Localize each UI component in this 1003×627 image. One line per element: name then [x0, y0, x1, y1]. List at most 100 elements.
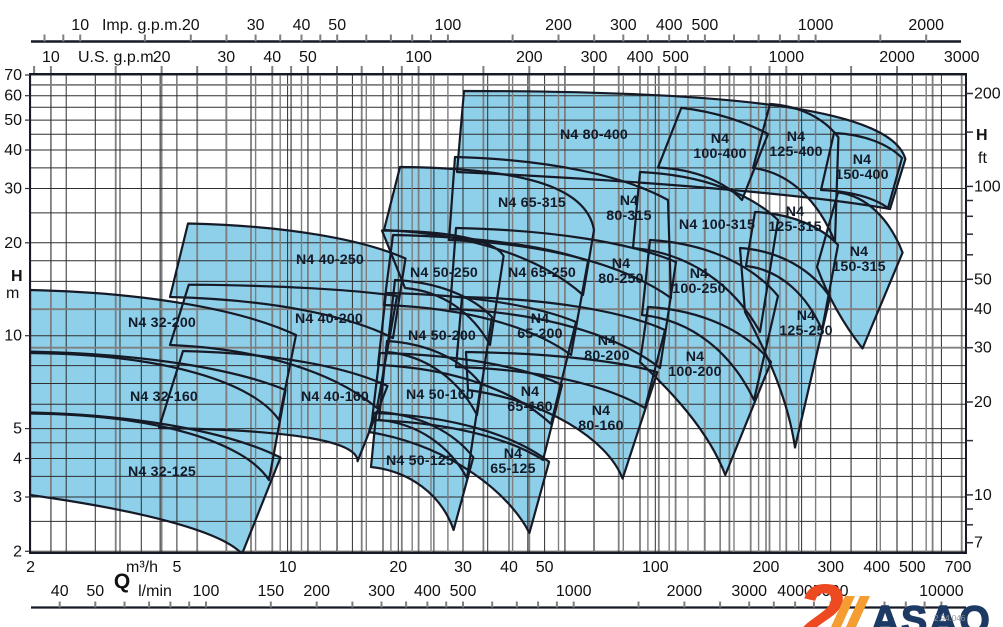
svg-text:5: 5: [172, 559, 181, 576]
svg-text:100-200: 100-200: [668, 364, 721, 380]
svg-text:5000: 5000: [813, 583, 849, 600]
svg-text:400: 400: [414, 583, 441, 600]
svg-text:500: 500: [692, 17, 719, 34]
svg-text:65-125: 65-125: [490, 461, 535, 477]
svg-text:300: 300: [610, 17, 637, 34]
svg-text:ASAO: ASAO: [871, 599, 992, 627]
svg-text:m: m: [6, 285, 19, 302]
svg-text:300: 300: [368, 583, 395, 600]
svg-text:N4 40-250: N4 40-250: [296, 252, 364, 268]
svg-text:40: 40: [4, 142, 22, 159]
svg-text:150: 150: [257, 583, 284, 600]
svg-text:80-200: 80-200: [584, 348, 629, 364]
svg-text:20: 20: [182, 17, 200, 34]
svg-text:1000: 1000: [769, 49, 805, 66]
svg-text:100: 100: [642, 559, 669, 576]
svg-text:20: 20: [974, 394, 992, 411]
svg-text:700: 700: [945, 559, 972, 576]
svg-text:30: 30: [974, 340, 992, 357]
svg-text:40: 40: [500, 559, 518, 576]
svg-text:N4 65-250: N4 65-250: [508, 265, 576, 281]
svg-text:65-160: 65-160: [507, 399, 552, 415]
svg-text:80-160: 80-160: [578, 418, 623, 434]
svg-text:N4: N4: [612, 256, 631, 272]
svg-text:300: 300: [817, 559, 844, 576]
svg-text:50: 50: [4, 112, 22, 129]
svg-text:20: 20: [4, 235, 22, 252]
svg-text:N4 65-315: N4 65-315: [498, 195, 566, 211]
svg-text:80-250: 80-250: [598, 271, 643, 287]
svg-text:200: 200: [753, 559, 780, 576]
svg-text:Imp. g.p.m.: Imp. g.p.m.: [102, 17, 182, 34]
svg-text:N4 32-200: N4 32-200: [128, 315, 196, 331]
svg-text:H: H: [11, 268, 23, 285]
svg-text:N4 40-200: N4 40-200: [295, 311, 363, 327]
svg-text:40: 40: [263, 49, 281, 66]
svg-text:200: 200: [303, 583, 330, 600]
svg-text:400: 400: [863, 559, 890, 576]
svg-text:N4 100-315: N4 100-315: [679, 217, 755, 233]
svg-text:125-250: 125-250: [779, 323, 832, 339]
svg-text:50: 50: [299, 49, 317, 66]
svg-text:N4: N4: [711, 131, 730, 147]
svg-text:125-400: 125-400: [769, 144, 822, 160]
svg-text:400: 400: [627, 49, 654, 66]
svg-text:200: 200: [974, 86, 1001, 103]
svg-text:10: 10: [42, 49, 60, 66]
svg-text:30: 30: [247, 17, 265, 34]
svg-text:N4: N4: [592, 403, 611, 419]
svg-text:N4: N4: [797, 308, 816, 324]
svg-text:N4: N4: [850, 244, 869, 260]
svg-text:30: 30: [454, 559, 472, 576]
svg-text:500: 500: [899, 559, 926, 576]
svg-text:10: 10: [4, 328, 22, 345]
svg-text:500: 500: [450, 583, 477, 600]
svg-text:20: 20: [153, 49, 171, 66]
svg-text:200: 200: [545, 17, 572, 34]
svg-text:50: 50: [974, 271, 992, 288]
svg-text:1000: 1000: [798, 17, 834, 34]
svg-text:30: 30: [217, 49, 235, 66]
svg-text:N4: N4: [504, 446, 523, 462]
svg-text:3000: 3000: [731, 583, 767, 600]
svg-text:U.S. g.p.m.: U.S. g.p.m.: [78, 49, 158, 66]
svg-text:200: 200: [516, 49, 543, 66]
svg-text:N4 40-160: N4 40-160: [301, 389, 369, 405]
svg-text:N4: N4: [690, 266, 709, 282]
svg-text:N4: N4: [598, 333, 617, 349]
svg-text:300: 300: [581, 49, 608, 66]
svg-text:100: 100: [974, 178, 1001, 195]
svg-text:60: 60: [4, 88, 22, 105]
svg-text:N4 50-250: N4 50-250: [410, 265, 478, 281]
svg-text:100: 100: [435, 17, 462, 34]
svg-text:2000: 2000: [667, 583, 703, 600]
svg-text:100: 100: [193, 583, 220, 600]
svg-text:10000: 10000: [919, 583, 964, 600]
svg-text:3: 3: [13, 489, 22, 506]
svg-text:3000: 3000: [944, 49, 980, 66]
svg-text:150-400: 150-400: [835, 167, 888, 183]
svg-text:40: 40: [293, 17, 311, 34]
svg-text:N4: N4: [787, 129, 806, 145]
svg-text:l/min: l/min: [138, 583, 172, 600]
svg-text:2000: 2000: [879, 49, 915, 66]
svg-text:70: 70: [4, 67, 22, 84]
svg-text:50: 50: [328, 17, 346, 34]
svg-text:80-315: 80-315: [606, 208, 651, 224]
svg-text:N4: N4: [521, 384, 540, 400]
svg-text:2.94.046: 2.94.046: [934, 614, 966, 623]
svg-text:Q: Q: [114, 570, 130, 593]
svg-text:100: 100: [405, 49, 432, 66]
svg-text:125-315: 125-315: [768, 219, 821, 235]
svg-text:40: 40: [974, 301, 992, 318]
svg-text:40: 40: [51, 583, 69, 600]
svg-text:400: 400: [656, 17, 683, 34]
svg-text:N4 80-400: N4 80-400: [560, 127, 628, 143]
svg-text:N4 32-125: N4 32-125: [128, 464, 196, 480]
svg-text:N4: N4: [686, 349, 705, 365]
svg-text:N4 50-200: N4 50-200: [408, 328, 476, 344]
svg-text:4: 4: [13, 451, 22, 468]
svg-text:N4: N4: [786, 204, 805, 220]
svg-text:ft: ft: [978, 150, 987, 167]
svg-text:N4 32-160: N4 32-160: [130, 389, 198, 405]
